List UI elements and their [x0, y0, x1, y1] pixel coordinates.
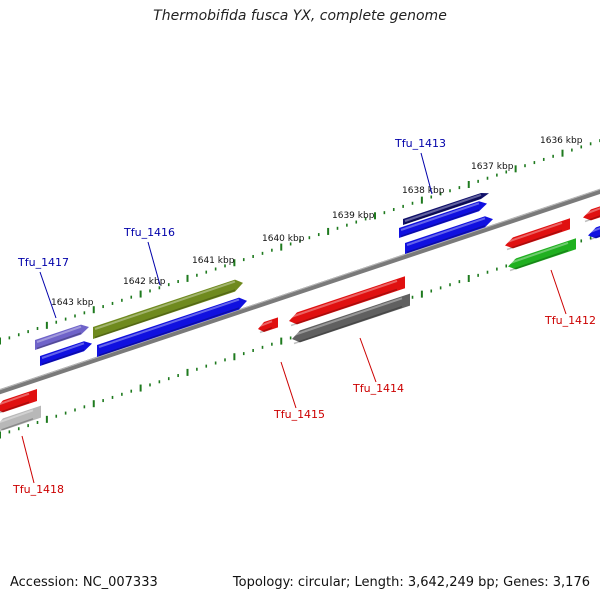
- gene-label-tfu-1418: Tfu_1418: [12, 483, 64, 496]
- scale-tick-label: 1639 kbp: [332, 211, 375, 221]
- gene-leader-line: [359, 337, 377, 383]
- tfu-1417-feature-a: [35, 324, 89, 350]
- gene-leader-line: [21, 435, 35, 484]
- scale-tick-label: 1642 kbp: [123, 277, 166, 287]
- gene-label-tfu-1413: Tfu_1413: [394, 137, 446, 150]
- gene-features: [0, 192, 600, 432]
- outer-tick-track: [0, 139, 600, 345]
- genome-summary-text: Topology: circular; Length: 3,642,249 bp…: [232, 575, 590, 590]
- gene-label-tfu-1412: Tfu_1412: [544, 314, 596, 327]
- tfu-1416-feature-a: [93, 279, 243, 339]
- gene-labels: Tfu_1413 Tfu_1416 Tfu_1417 Tfu_1412 Tfu_1414…: [12, 137, 596, 496]
- scale-labels: 1636 kbp 1637 kbp 1638 kbp 1639 kbp 1640 kbp…: [51, 136, 583, 308]
- scale-tick-label: 1641 kbp: [192, 256, 235, 266]
- tfu-1415-feature: [258, 317, 278, 334]
- scale-tick-label: 1638 kbp: [402, 186, 445, 196]
- tfu-1417-feature-b: [40, 341, 92, 366]
- gene-leader-line: [420, 152, 433, 195]
- tfu-1412-feature-b: [508, 238, 576, 272]
- gene-label-tfu-1416: Tfu_1416: [123, 226, 175, 239]
- gene-label-tfu-1415: Tfu_1415: [273, 408, 325, 421]
- tfu-1413-feature-c: [405, 216, 493, 254]
- scale-tick-label: 1643 kbp: [51, 298, 94, 308]
- scale-tick-label: 1636 kbp: [540, 136, 583, 146]
- tfu-1414-feature-a: [289, 276, 405, 327]
- tfu-1418-feature-b: [0, 405, 41, 432]
- gene-leader-line: [147, 241, 161, 286]
- tfu-1413-feature-a: [399, 201, 487, 238]
- tfu-1416-feature-b: [97, 297, 247, 357]
- tfu-1411-feature-b: [588, 225, 600, 241]
- gene-label-tfu-1417: Tfu_1417: [17, 256, 69, 269]
- gene-leader-line: [39, 271, 57, 319]
- genome-backbone: [0, 188, 600, 395]
- scale-tick-label: 1640 kbp: [262, 234, 305, 244]
- gene-leader-line: [280, 361, 297, 409]
- map-title: Thermobifida fusca YX, complete genome: [153, 8, 447, 24]
- tfu-1414-feature-b: [292, 293, 410, 345]
- gene-leader-line: [550, 269, 567, 315]
- scale-tick-label: 1637 kbp: [471, 162, 514, 172]
- tfu-1412-feature-a: [505, 218, 570, 251]
- tfu-1413-feature-b: [403, 192, 489, 225]
- tfu-1418-feature-a: [0, 388, 37, 414]
- gene-label-tfu-1414: Tfu_1414: [352, 382, 404, 395]
- accession-text: Accession: NC_007333: [10, 575, 158, 590]
- tfu-1411-feature-a: [583, 206, 600, 223]
